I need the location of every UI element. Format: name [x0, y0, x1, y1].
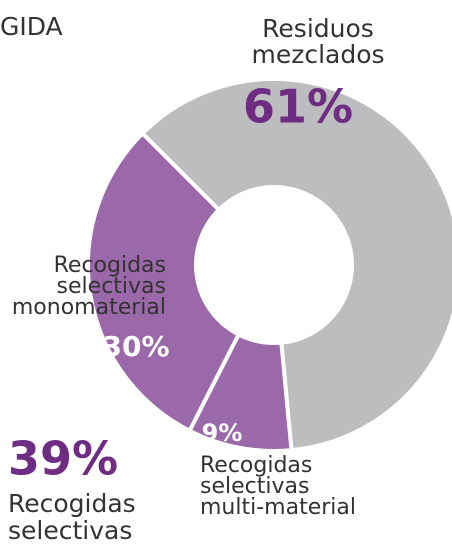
segment-label: selectivas [57, 274, 166, 299]
segment-label: monomaterial [12, 295, 166, 320]
value-label: 30% [102, 330, 169, 363]
segment-label: mezclados [251, 40, 384, 69]
segment-label: selectivas [200, 474, 309, 499]
segment-label: multi-material [200, 495, 356, 520]
value-label: 9% [202, 419, 243, 447]
donut-segment [139, 77, 452, 453]
segment-label: Residuos [262, 14, 374, 43]
summary-value: 39% [8, 432, 118, 486]
segment-label: Recogidas [200, 453, 312, 478]
summary-label: Recogidas [8, 489, 136, 518]
value-label: 61% [243, 80, 353, 134]
segment-label: Recogidas [54, 253, 166, 278]
summary-label: selectivas [8, 516, 132, 545]
chart-title: GIDA [0, 12, 63, 41]
donut-segment [86, 130, 242, 434]
